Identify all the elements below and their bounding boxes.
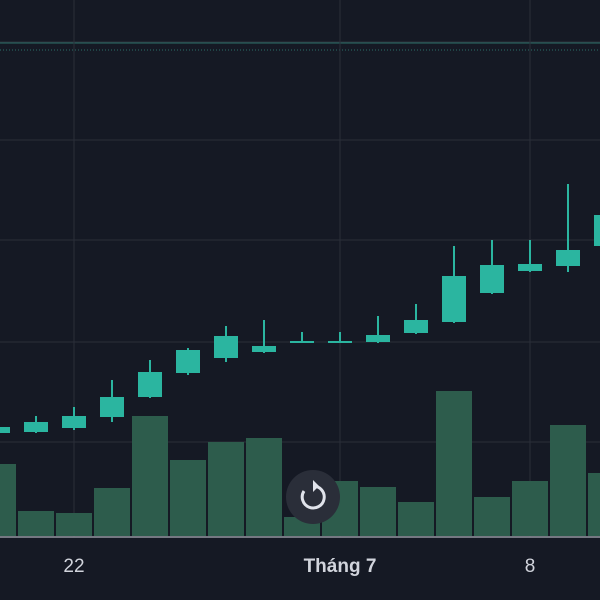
volume-bar [94,488,130,536]
volume-bar [132,416,168,536]
volume-bar [208,442,244,536]
candle-body [176,350,200,373]
volume-bar [474,497,510,536]
candle-body [442,276,466,322]
volume-bar [170,460,206,536]
candle-body [366,335,390,342]
volume-bar [398,502,434,536]
candle-body [328,341,352,343]
candle-body [0,427,10,433]
volume-bar [550,425,586,536]
candle-body [556,250,580,266]
candle-body [518,264,542,271]
candle-body [252,346,276,352]
volume-bar [0,464,16,536]
candle-body [594,215,600,246]
candle-body [404,320,428,333]
candle-body [138,372,162,397]
volume-bar [56,513,92,536]
candle-body [100,397,124,417]
replay-button[interactable] [286,470,340,524]
volume-bar [512,481,548,536]
candle-body [214,336,238,358]
x-labels: 22 Tháng 7 8 [63,556,535,577]
candle-body [290,341,314,343]
volume-bar [246,438,282,536]
candles [0,184,600,433]
candle-body [480,265,504,293]
replay-arrow [313,480,319,492]
volume-bar [588,473,600,536]
volume-bar [18,511,54,536]
x-tick-label: 22 [63,556,84,577]
volume [0,391,600,536]
volume-bar [360,487,396,536]
candle-body [24,422,48,432]
candle-body [62,416,86,428]
volume-bar [436,391,472,536]
x-tick-label: Tháng 7 [304,556,377,577]
button-bg[interactable] [286,470,340,524]
x-tick-label: 8 [525,556,536,577]
replay-icon [300,484,326,510]
